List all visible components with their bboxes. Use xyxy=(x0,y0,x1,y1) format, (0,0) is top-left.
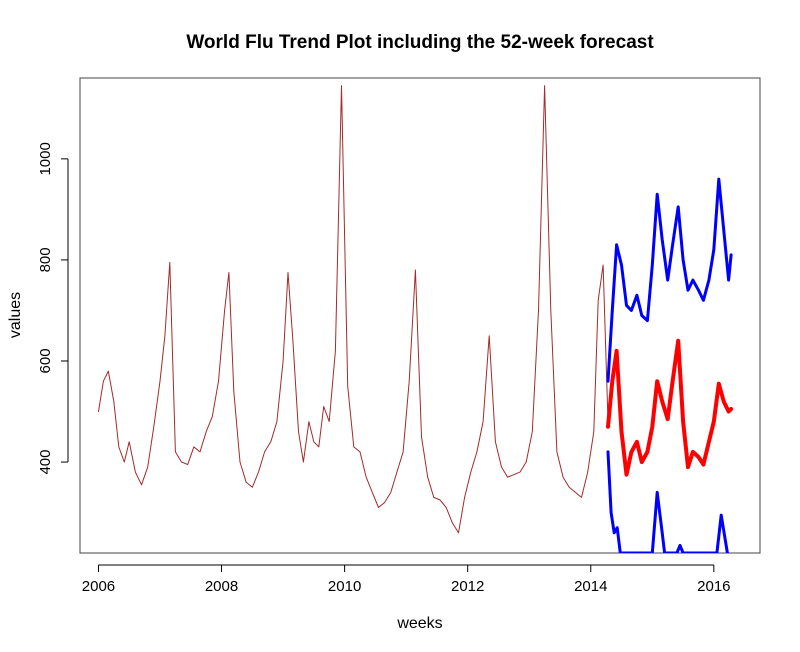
x-tick-label: 2016 xyxy=(697,578,730,595)
y-tick-label: 400 xyxy=(37,450,54,475)
y-axis: 400 600 800 1000 xyxy=(37,142,69,475)
x-tick-label: 2012 xyxy=(451,578,484,595)
series-line-upper xyxy=(606,177,733,383)
series-line-history xyxy=(98,85,609,534)
chart-title: World Flu Trend Plot including the 52-we… xyxy=(186,32,654,53)
y-tick-label: 1000 xyxy=(37,142,54,175)
y-tick-label: 800 xyxy=(37,247,54,272)
x-tick-label: 2014 xyxy=(574,578,607,595)
y-axis-label: values xyxy=(7,292,24,338)
x-tick-label: 2006 xyxy=(82,578,115,595)
y-tick-label: 600 xyxy=(37,348,54,373)
plot-frame xyxy=(79,77,761,554)
x-axis-label: weeks xyxy=(396,615,442,632)
x-tick-label: 2010 xyxy=(328,578,361,595)
series-line-forecast xyxy=(606,338,734,477)
x-tick-label: 2008 xyxy=(205,578,238,595)
x-axis: 2006 2008 2010 2012 2014 2016 xyxy=(82,564,731,595)
series-line-lower xyxy=(606,450,729,553)
plot-area xyxy=(98,85,734,553)
